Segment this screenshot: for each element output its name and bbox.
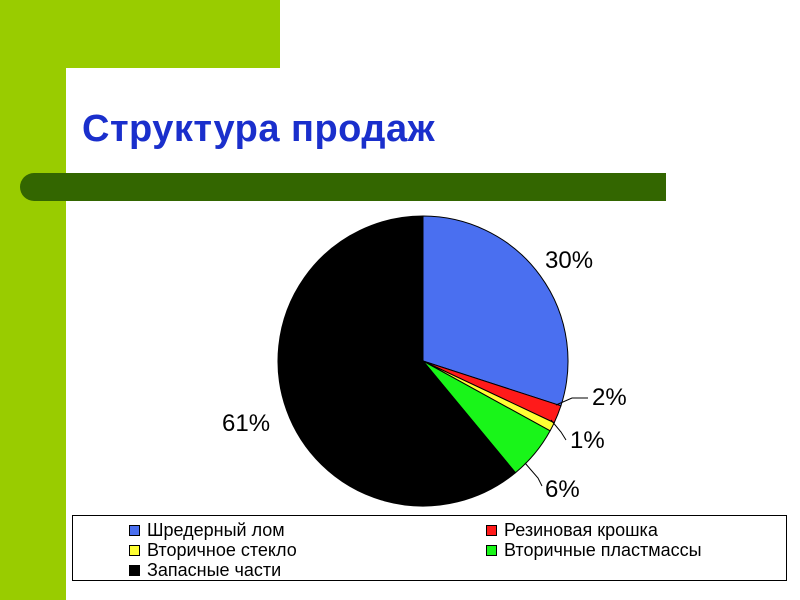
- legend-entry-spare-parts: Запасные части: [129, 560, 281, 580]
- legend-entry-glass: Вторичное стекло: [129, 540, 297, 560]
- legend-label-plastics: Вторичные пластмассы: [504, 539, 702, 560]
- legend-swatch-rubber: [486, 524, 497, 536]
- title-divider: [20, 173, 666, 201]
- slide-title: Структура продаж: [82, 108, 436, 150]
- data-label-shredder: 30%: [545, 247, 593, 274]
- legend-entry-shredder: Шредерный лом: [129, 520, 285, 540]
- data-label-rubber: 2%: [592, 384, 627, 411]
- legend-label-spare-parts: Запасные части: [147, 559, 282, 580]
- data-label-plastics: 6%: [545, 476, 580, 503]
- leader-line-rubber: [555, 397, 588, 406]
- legend-entry-rubber: Резиновая крошка: [486, 520, 658, 540]
- legend-swatch-plastics: [486, 544, 497, 556]
- leader-line-plastics: [524, 462, 543, 487]
- legend-swatch-shredder: [129, 524, 140, 536]
- top-accent-bar: [0, 0, 280, 68]
- chart-legend: Шредерный лом Резиновая крошка Вторичное…: [72, 515, 787, 581]
- data-label-spare-parts: 61%: [222, 410, 270, 437]
- legend-swatch-glass: [129, 544, 140, 556]
- data-label-glass: 1%: [570, 427, 605, 454]
- left-accent-bar: [0, 0, 66, 600]
- pie-slice-shredder: [422, 215, 569, 407]
- leader-line-glass: [550, 419, 567, 441]
- legend-entry-plastics: Вторичные пластмассы: [486, 540, 702, 560]
- legend-label-glass: Вторичное стекло: [147, 539, 297, 560]
- legend-swatch-spare-parts: [129, 564, 140, 576]
- legend-label-rubber: Резиновая крошка: [504, 519, 658, 540]
- legend-label-shredder: Шредерный лом: [147, 519, 285, 540]
- pie-slice-spare-parts: [277, 215, 517, 507]
